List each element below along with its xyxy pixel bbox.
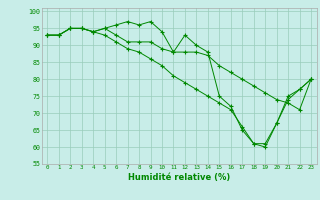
- X-axis label: Humidité relative (%): Humidité relative (%): [128, 173, 230, 182]
